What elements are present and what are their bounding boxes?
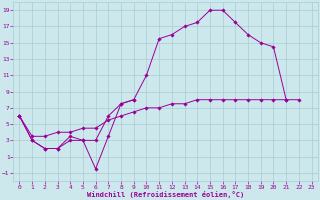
- X-axis label: Windchill (Refroidissement éolien,°C): Windchill (Refroidissement éolien,°C): [87, 191, 244, 198]
